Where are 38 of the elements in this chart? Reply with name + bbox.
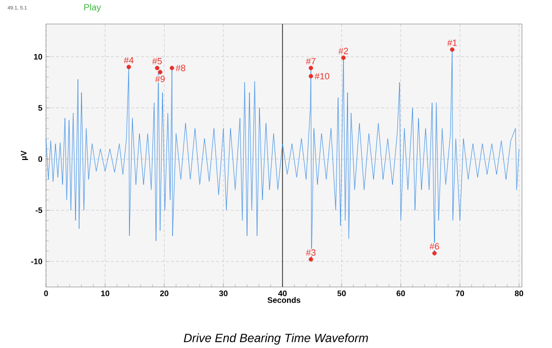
y-tick-label: -10 (31, 258, 42, 264)
point (126, 64, 131, 70)
y-tick-label: 10 (34, 54, 42, 60)
y-tick-label: -5 (36, 207, 42, 214)
point (341, 56, 346, 60)
x-axis-title: Seconds (268, 297, 300, 303)
annotation: #3 (306, 249, 316, 256)
x-tick-label: 10 (101, 290, 110, 296)
annotation: #2 (338, 48, 348, 54)
text: Play (84, 4, 102, 12)
x-tick-label: 40 (278, 290, 287, 296)
point (170, 66, 174, 70)
y-axis-title: µV (20, 150, 28, 160)
annotation: #6 (430, 243, 440, 250)
annotation: #8 (176, 64, 186, 72)
point (432, 251, 437, 256)
annotation: #9 (155, 76, 165, 82)
point (308, 66, 314, 70)
point (154, 66, 160, 70)
point (158, 70, 162, 74)
x-tick-label: 70 (456, 290, 464, 296)
annotation: #7 (306, 58, 316, 64)
annotation: #4 (124, 57, 134, 64)
x-tick-label: 30 (219, 290, 228, 296)
point (308, 74, 314, 78)
y-tick-label: 5 (38, 105, 42, 111)
x-tick-label: 0 (44, 290, 48, 296)
annotation: #5 (152, 58, 162, 64)
text: Drive End Bearing Time Waveform (184, 333, 368, 345)
point (450, 47, 454, 52)
x-tick-label: 80 (514, 290, 524, 296)
annotation: #10 (314, 72, 330, 80)
x-tick-label: 20 (160, 290, 168, 296)
x-tick-label: 50 (337, 290, 346, 296)
x-tick-label: 60 (396, 290, 405, 296)
y-tick-label: 0 (38, 156, 42, 162)
point (308, 257, 314, 262)
annotation: #1 (447, 40, 457, 46)
